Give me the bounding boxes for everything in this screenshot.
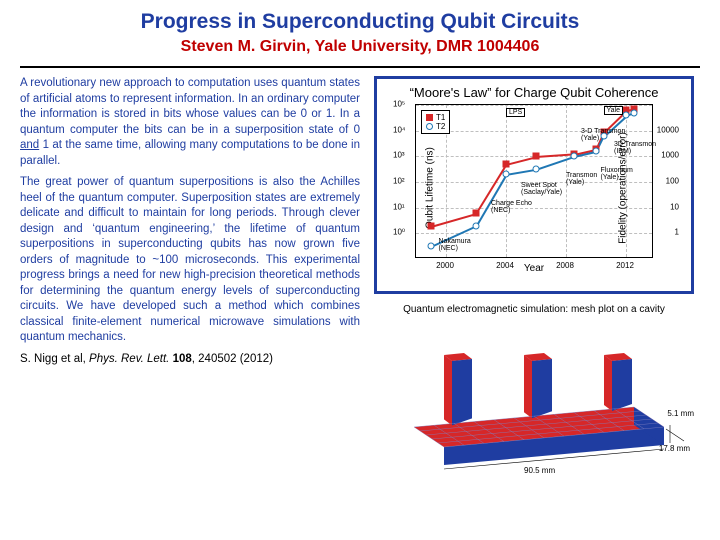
citation: S. Nigg et al, Phys. Rev. Lett. 108, 240…	[20, 352, 360, 368]
y-tick-right: 100	[666, 177, 679, 186]
chart-annotation: 3D Transmon(IBM)	[614, 141, 656, 155]
chart-annotation: Transmon(Yale)	[566, 172, 597, 186]
y-tick-left: 10⁰	[393, 228, 405, 237]
chart-title: “Moore's Law” for Charge Qubit Coherence	[385, 85, 683, 100]
sim-caption: Quantum electromagnetic simulation: mesh…	[374, 304, 694, 315]
y-tick-left: 10⁵	[393, 100, 405, 109]
x-tick: 2000	[436, 261, 454, 270]
cite-journal: Phys. Rev. Lett.	[89, 353, 169, 365]
cite-vol: 108	[169, 353, 191, 365]
y-axis-left-label: Qubit Lifetime (ns)	[424, 147, 435, 229]
chart-annotation: Nakamura(NEC)	[439, 238, 471, 252]
para-1b: 1 at the same time, allowing many comput…	[20, 139, 360, 167]
y-tick-left: 10³	[393, 151, 405, 160]
x-tick: 2008	[556, 261, 574, 270]
dim-width: 90.5 mm	[524, 466, 555, 475]
page-subtitle: Steven M. Girvin, Yale University, DMR 1…	[20, 38, 700, 56]
y-tick-right: 10	[670, 202, 679, 211]
dim-height: 5.1 mm	[667, 409, 694, 418]
divider	[20, 66, 700, 68]
chart-legend: T1T2	[421, 110, 450, 134]
x-tick: 2004	[496, 261, 514, 270]
cite-authors: S. Nigg et al,	[20, 353, 89, 365]
para-1a: A revolutionary new approach to computat…	[20, 77, 360, 136]
y-tick-right: 1	[675, 228, 679, 237]
cite-tail: , 240502 (2012)	[192, 353, 273, 365]
x-tick: 2012	[616, 261, 634, 270]
y-tick-left: 10²	[393, 177, 405, 186]
chart-annotation: Charge Echo(NEC)	[491, 200, 532, 214]
page-title: Progress in Superconducting Qubit Circui…	[20, 10, 700, 34]
sim-mesh-plot: 90.5 mm 17.8 mm 5.1 mm	[374, 317, 694, 477]
y-tick-left: 10¹	[393, 202, 405, 211]
para-2: The great power of quantum superposition…	[20, 175, 360, 346]
chart-tag: Yale	[604, 106, 624, 115]
chart-annotation: Sweet Spot(Saclay/Yale)	[521, 182, 562, 196]
simulation-figure: Quantum electromagnetic simulation: mesh…	[374, 304, 694, 477]
chart-tag: LPS	[506, 108, 525, 117]
y-tick-right: 1000	[661, 151, 679, 160]
para-1-and: and	[20, 139, 39, 151]
y-tick-right: 10000	[657, 125, 679, 134]
chart-area: Nakamura(NEC) Charge Echo(NEC) Sweet Spot(…	[415, 104, 653, 272]
y-tick-left: 10⁴	[393, 125, 405, 134]
body-text: A revolutionary new approach to computat…	[20, 76, 360, 477]
chart-annotation: Fluxonium(Yale)	[601, 167, 633, 181]
dim-depth: 17.8 mm	[659, 444, 690, 453]
coherence-chart: “Moore's Law” for Charge Qubit Coherence…	[374, 76, 694, 294]
